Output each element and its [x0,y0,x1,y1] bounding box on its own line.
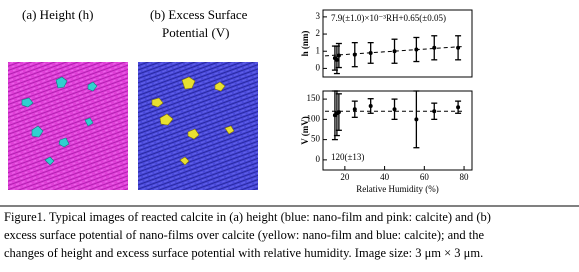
caption-line: changes of height and excess surface pot… [4,246,483,260]
y-tick-label: 3 [316,11,321,21]
data-point [336,110,341,115]
annotation: 7.9(±1.0)×10⁻³RH+0.65(±0.05) [331,13,446,23]
x-tick-label: 20 [340,172,350,182]
plot-frame [322,9,473,78]
data-point [352,52,357,57]
potential-image [138,62,258,190]
annotation: 120(±13) [331,152,364,162]
panel-label: (a) Height (h) [22,7,93,22]
data-point [432,45,437,50]
data-point [368,103,373,108]
data-point [432,109,437,114]
y-tick-label: 150 [307,93,321,103]
data-point [414,117,419,122]
y-axis-label: V (mV) [300,116,310,145]
height-image [8,62,128,190]
y-tick-label: 50 [311,134,321,144]
y-tick-label: 1 [316,45,321,55]
panel-label: (b) Excess Surface [150,7,248,22]
y-tick-label: 0 [316,154,321,164]
y-tick-label: 2 [316,28,321,38]
data-point [456,45,461,50]
data-point [392,49,397,54]
caption-line: excess surface potential of nano-films o… [4,228,484,242]
data-point [414,47,419,52]
y-tick-label: 0 [316,62,321,72]
x-tick-label: 60 [420,172,430,182]
plot-frame [322,90,473,171]
caption-line: Figure1. Typical images of reacted calci… [4,210,491,224]
data-point [368,50,373,55]
x-tick-label: 40 [380,172,390,182]
panel-label: Potential (V) [162,25,230,40]
y-tick-label: 100 [307,113,321,123]
y-axis-label: h (nm) [300,31,310,57]
x-tick-label: 80 [460,172,470,182]
data-point [352,107,357,112]
data-point [392,107,397,112]
x-axis-label: Relative Humidity (%) [356,184,438,194]
data-point [336,53,341,58]
data-point [456,105,461,110]
data-point [334,57,339,62]
fit-line [324,45,465,57]
